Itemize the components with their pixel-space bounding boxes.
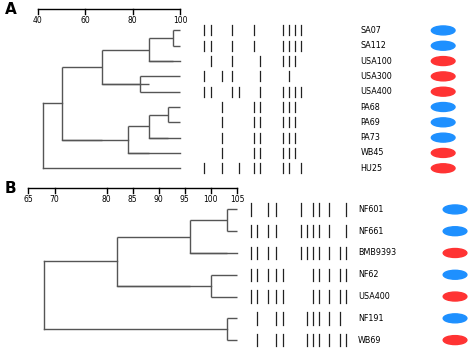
Text: 40: 40	[33, 16, 43, 25]
Text: NF191: NF191	[358, 314, 383, 323]
Text: NF661: NF661	[358, 227, 383, 236]
Text: NF62: NF62	[358, 270, 378, 279]
Text: 80: 80	[102, 195, 111, 204]
Circle shape	[431, 72, 455, 81]
Text: 90: 90	[154, 195, 164, 204]
Text: NF601: NF601	[358, 205, 383, 214]
Text: 70: 70	[50, 195, 59, 204]
Circle shape	[431, 87, 455, 96]
Circle shape	[431, 26, 455, 35]
Circle shape	[431, 102, 455, 111]
Circle shape	[431, 118, 455, 127]
Text: USA400: USA400	[360, 87, 392, 96]
Text: PA73: PA73	[360, 133, 380, 142]
Text: WB69: WB69	[358, 335, 382, 345]
Text: 95: 95	[180, 195, 190, 204]
Text: HU25: HU25	[360, 164, 383, 173]
Text: 100: 100	[173, 16, 187, 25]
Text: B: B	[5, 181, 17, 196]
Text: 60: 60	[81, 16, 90, 25]
Text: A: A	[5, 2, 17, 17]
Circle shape	[443, 292, 467, 301]
Text: WB45: WB45	[360, 149, 384, 158]
Circle shape	[431, 164, 455, 173]
Text: USA300: USA300	[360, 72, 392, 81]
Circle shape	[431, 149, 455, 158]
Text: 80: 80	[128, 16, 137, 25]
Text: BMB9393: BMB9393	[358, 248, 396, 257]
Text: SA07: SA07	[360, 26, 381, 35]
Circle shape	[431, 41, 455, 50]
Circle shape	[443, 248, 467, 257]
Text: SA112: SA112	[360, 41, 386, 50]
Circle shape	[431, 57, 455, 66]
Circle shape	[443, 336, 467, 344]
Circle shape	[443, 227, 467, 236]
Circle shape	[443, 314, 467, 323]
Text: 105: 105	[230, 195, 244, 204]
Text: USA400: USA400	[358, 292, 390, 301]
Text: PA69: PA69	[360, 118, 380, 127]
Circle shape	[443, 270, 467, 279]
Text: 85: 85	[128, 195, 137, 204]
Text: 65: 65	[24, 195, 33, 204]
Text: USA100: USA100	[360, 57, 392, 66]
Text: 100: 100	[204, 195, 218, 204]
Text: PA68: PA68	[360, 102, 380, 111]
Circle shape	[443, 205, 467, 214]
Circle shape	[431, 133, 455, 142]
